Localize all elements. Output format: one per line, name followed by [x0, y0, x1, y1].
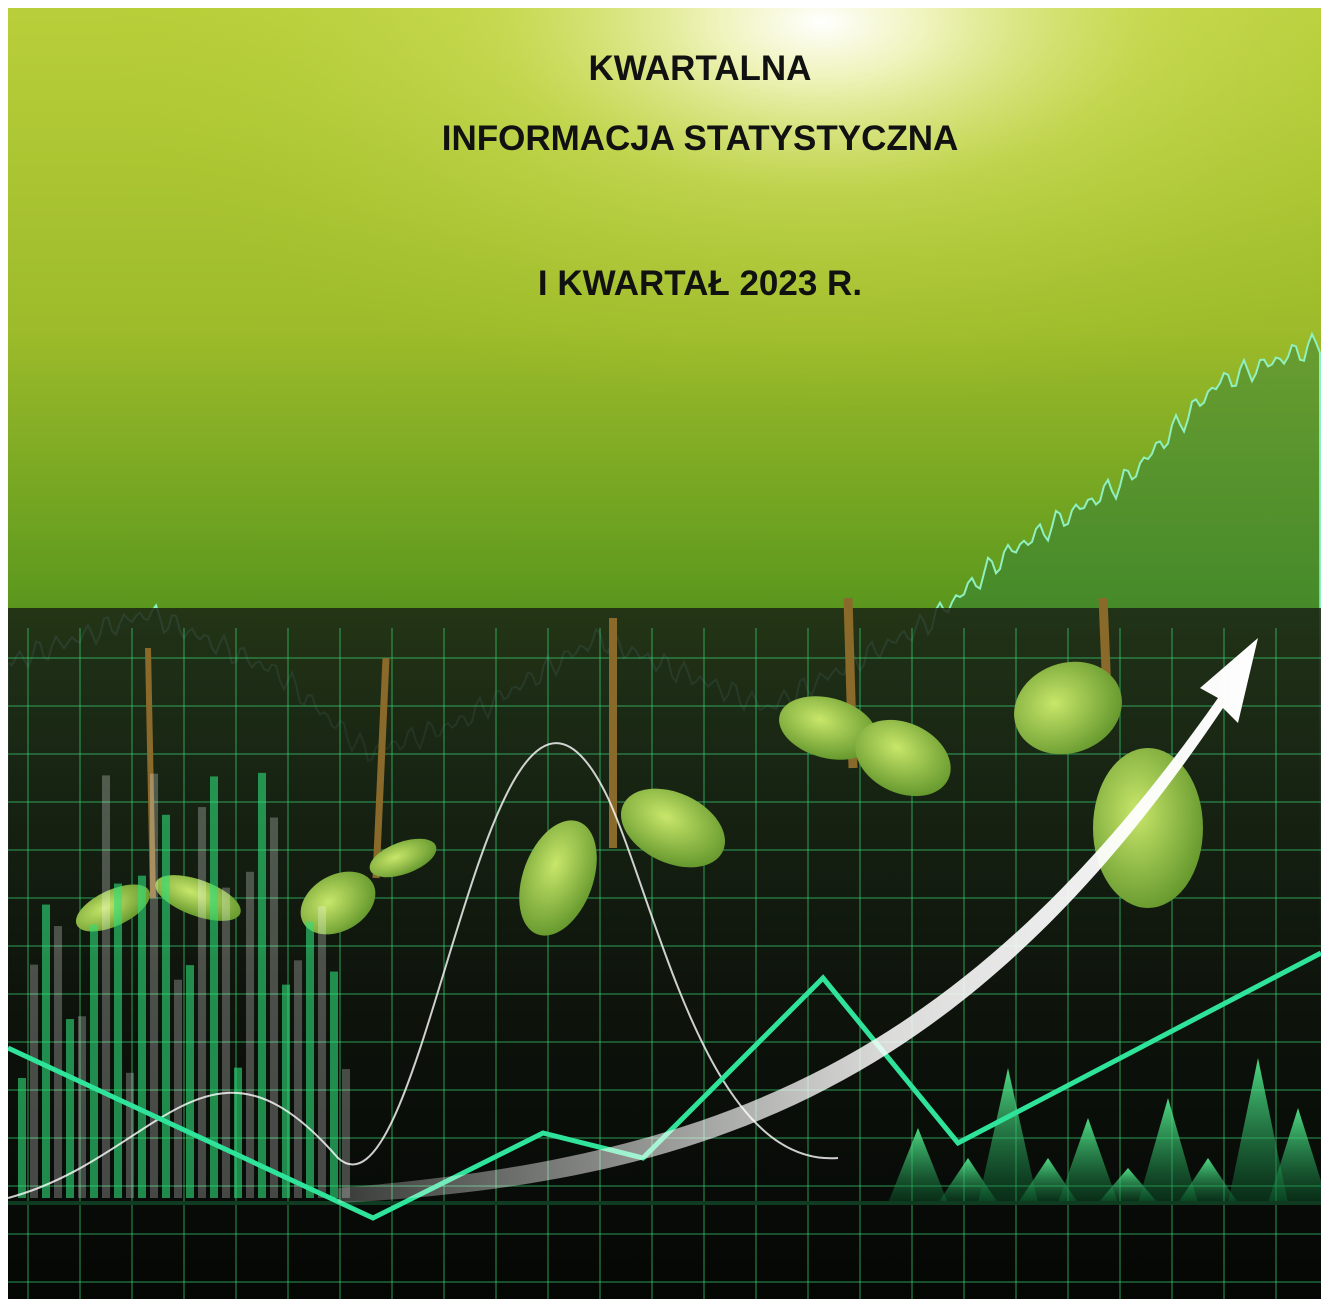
- baseline: [8, 1201, 1321, 1205]
- bar-decor: [318, 906, 326, 1198]
- period: I KWARTAŁ 2023 R.: [538, 264, 862, 303]
- bar-decor: [42, 905, 50, 1198]
- cover-image: KWARTALNA INFORMACJA STATYSTYCZNA I KWAR…: [8, 8, 1321, 1299]
- title-line: INFORMACJA STATYSTYCZNA: [442, 119, 959, 158]
- bar-decor: [78, 1016, 86, 1198]
- bar-decor: [90, 925, 98, 1198]
- bar-decor: [330, 972, 338, 1198]
- bar-decor: [282, 985, 290, 1198]
- bar-decor: [138, 876, 146, 1198]
- bar-decor: [306, 922, 314, 1198]
- bar-decor: [186, 965, 194, 1198]
- bar-decor: [210, 776, 218, 1198]
- leaf: [1093, 748, 1203, 908]
- bar-decor: [258, 773, 266, 1198]
- bar-decor: [30, 965, 38, 1198]
- bar-decor: [342, 1069, 350, 1198]
- bar-decor: [150, 774, 158, 1198]
- bar-decor: [54, 926, 62, 1198]
- page: KWARTALNA INFORMACJA STATYSTYCZNA I KWAR…: [0, 0, 1329, 1307]
- bar-decor: [174, 980, 182, 1198]
- title-line: KWARTALNA: [589, 49, 812, 88]
- bar-decor: [234, 1068, 242, 1198]
- bar-decor: [114, 884, 122, 1198]
- bar-decor: [18, 1078, 26, 1198]
- bar-decor: [246, 872, 254, 1198]
- bar-decor: [102, 775, 110, 1198]
- bar-decor: [270, 818, 278, 1198]
- bar-decor: [294, 960, 302, 1198]
- bar-decor: [162, 815, 170, 1198]
